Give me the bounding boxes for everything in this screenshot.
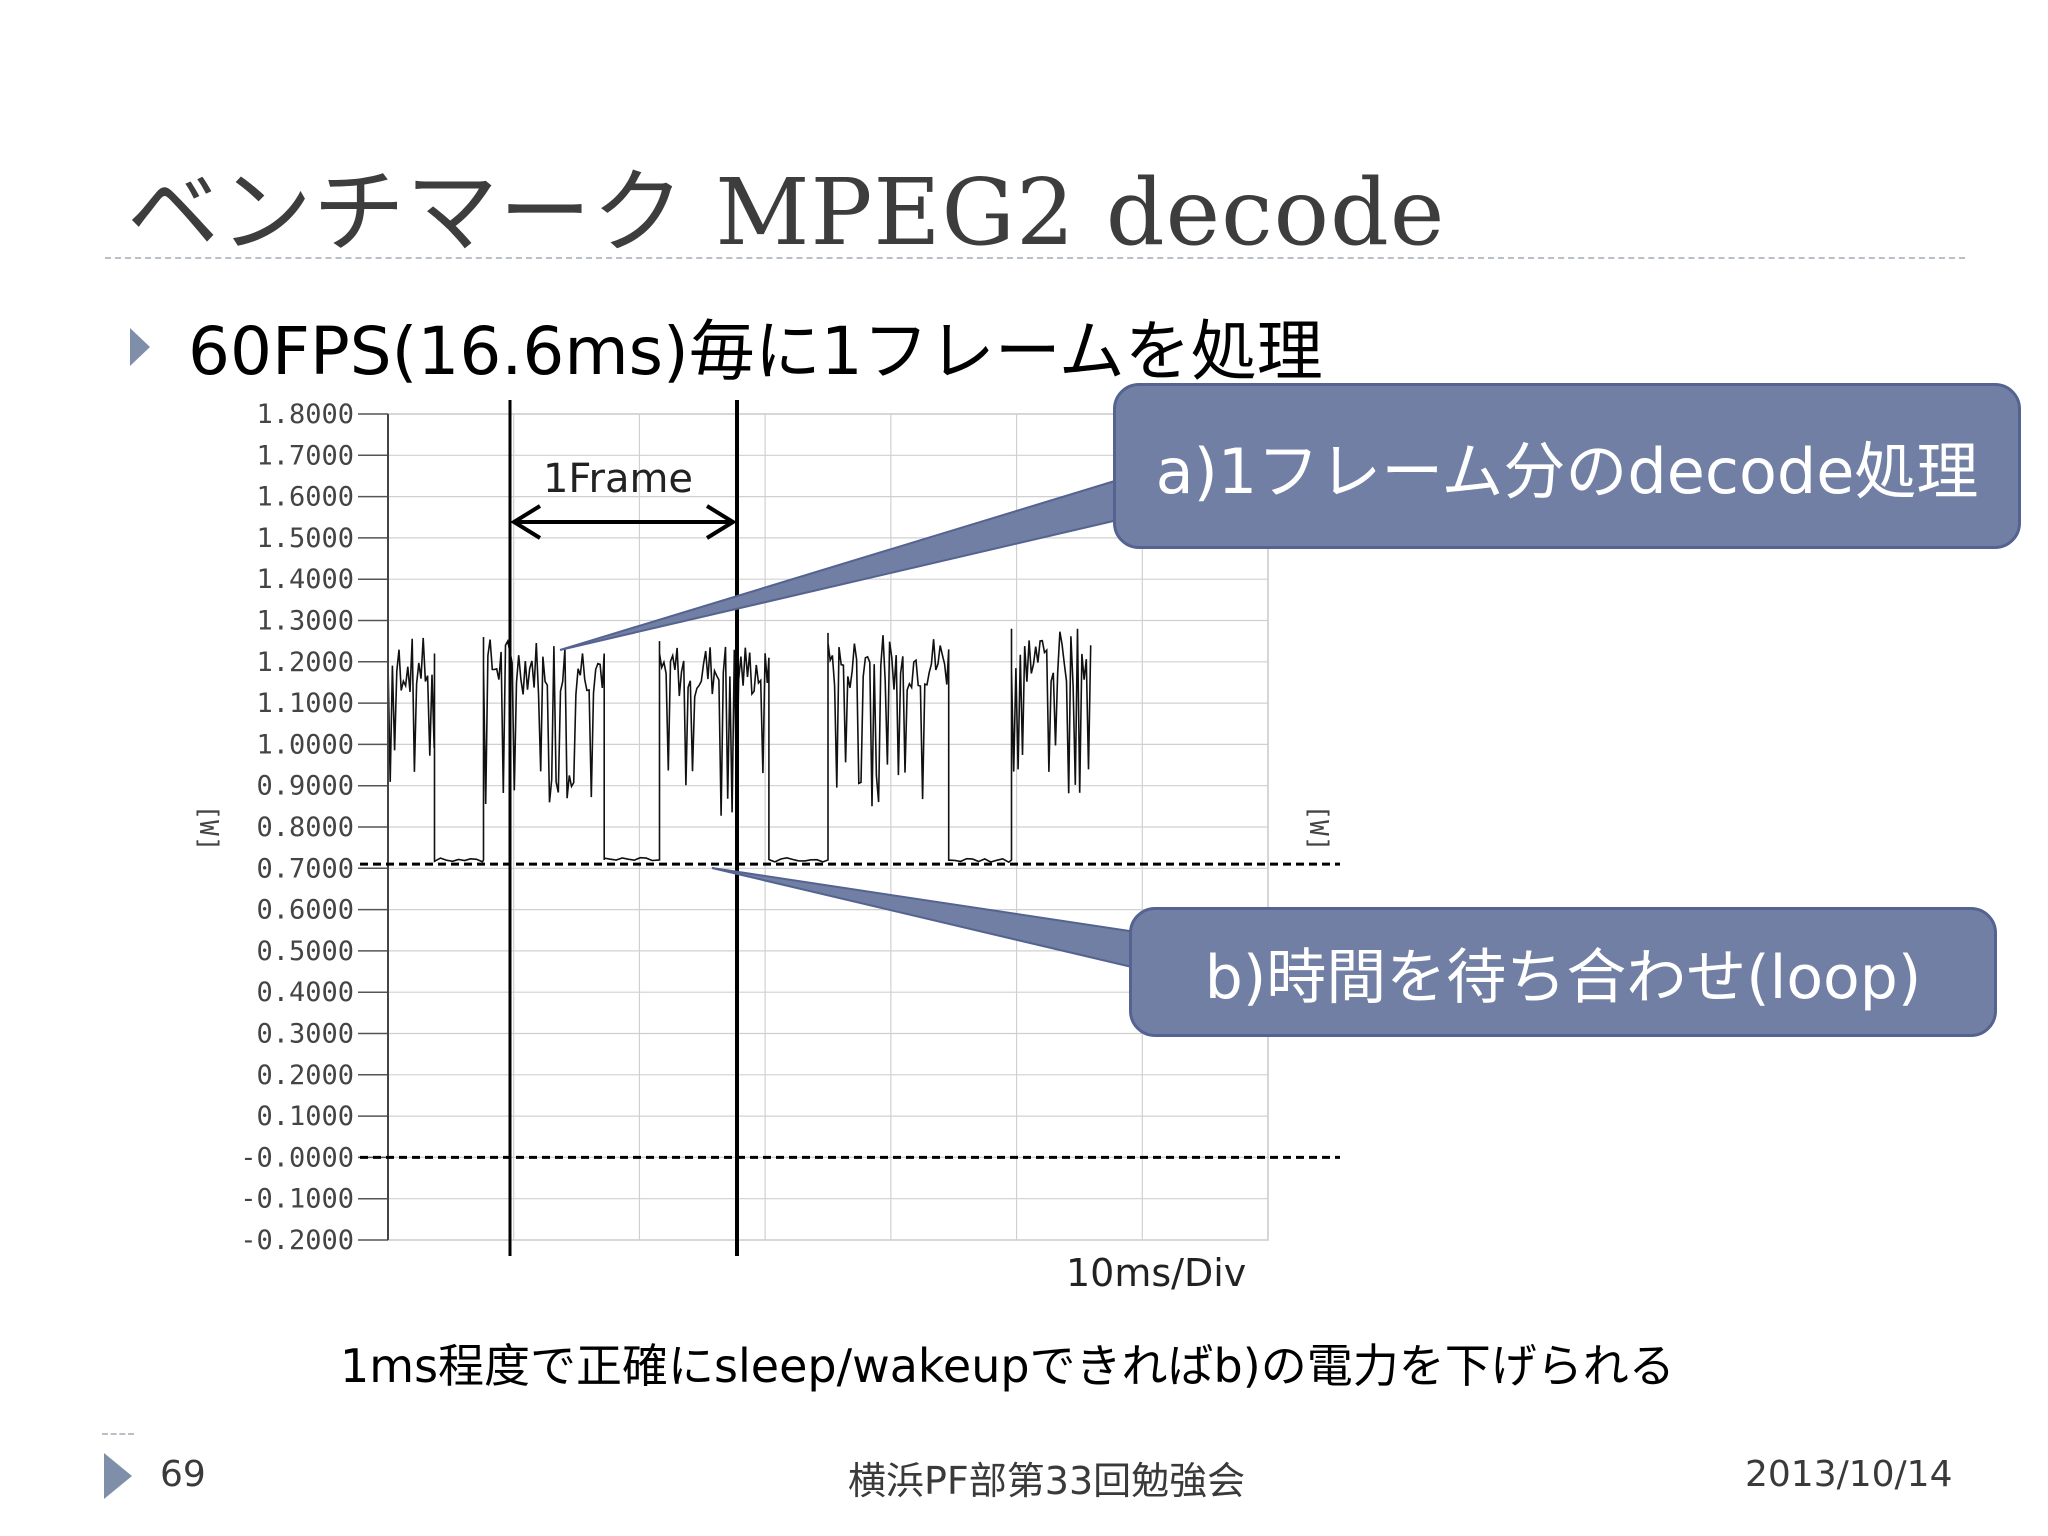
power-trace-line [387, 628, 1092, 864]
y-tick-label: 0.1000 [256, 1101, 354, 1132]
y-tick-label: -0.2000 [240, 1225, 354, 1256]
y-tick-label: 1.1000 [256, 688, 354, 719]
footer-event: 横浜PF部第33回勉強会 [848, 1459, 1246, 1503]
y-tick-label: 1.8000 [256, 399, 354, 430]
y-tick-label: 1.2000 [256, 647, 354, 678]
y-tick-label: 0.7000 [256, 853, 354, 884]
callout-decode: a)1フレーム分のdecode処理 [1113, 383, 2021, 549]
y2-axis-label: [W] [1303, 805, 1333, 852]
chart-ticks: 1.8000 1.7000 1.6000 1.5000 1.4000 1.3000 1.20… [193, 399, 1333, 1295]
frame-arrow-left-head [510, 504, 542, 540]
frame-label: 1Frame [543, 456, 693, 502]
y-tick-label: 1.7000 [256, 440, 354, 471]
page-number: 69 [160, 1454, 206, 1495]
y-tick-label: 0.3000 [256, 1019, 354, 1050]
slide-note: 1ms程度で正確にsleep/wakeupできればb)の電力を下げられる [340, 1339, 1675, 1393]
y-tick-label: 1.0000 [256, 729, 354, 760]
y-tick-label: 0.5000 [256, 936, 354, 967]
footer-date: 2013/10/14 [1745, 1454, 1953, 1495]
y-tick-label: 1.4000 [256, 564, 354, 595]
footer-divider [102, 1433, 134, 1435]
chart-annotations: 1Frame [360, 400, 1340, 1256]
y-tick-label: 1.5000 [256, 523, 354, 554]
chart-trace [387, 628, 1092, 864]
slide-title: ベンチマーク MPEG2 decode [127, 159, 1446, 266]
y-tick-label: 0.9000 [256, 771, 354, 802]
y-tick-label: -0.0000 [240, 1142, 354, 1173]
y-tick-label: 0.2000 [256, 1060, 354, 1091]
title-divider [105, 257, 1965, 259]
callout-wait-loop: b)時間を待ち合わせ(loop) [1129, 907, 1997, 1037]
y-tick-label: 0.4000 [256, 977, 354, 1008]
footer-arrow-icon [104, 1453, 132, 1499]
bullet-text: 60FPS(16.6ms)毎に1フレームを処理 [188, 313, 1323, 390]
y-tick-label: 1.3000 [256, 606, 354, 637]
bullet-arrow-icon [130, 328, 150, 366]
y-tick-label: 0.6000 [256, 895, 354, 926]
frame-arrow-right-head [705, 504, 737, 540]
y-axis-label: [W] [193, 805, 223, 852]
y-tick-label: 0.8000 [256, 812, 354, 843]
y-tick-label: -0.1000 [240, 1184, 354, 1215]
y-tick-label: 1.6000 [256, 482, 354, 513]
x-axis-label: 10ms/Div [1066, 1251, 1246, 1295]
